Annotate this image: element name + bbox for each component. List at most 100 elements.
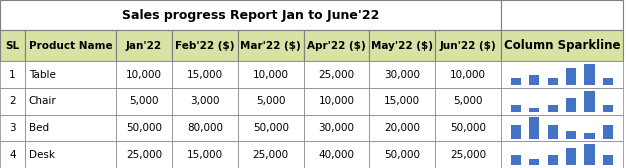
Bar (172, 115, 238, 141)
Bar (435, 141, 501, 168)
Text: 4: 4 (9, 150, 16, 160)
Bar (0, 61, 25, 88)
Text: 15,000: 15,000 (384, 96, 420, 106)
Bar (172, 61, 238, 88)
Text: Chair: Chair (29, 96, 56, 106)
Text: 10,000: 10,000 (253, 70, 289, 80)
Bar (369, 115, 435, 141)
Bar (603, 78, 613, 85)
Bar (0, 88, 25, 115)
Bar (501, 141, 623, 168)
Bar (435, 61, 501, 88)
Bar (304, 141, 369, 168)
Bar (238, 61, 304, 88)
Bar (238, 115, 304, 141)
Bar (585, 144, 595, 165)
Text: 10,000: 10,000 (450, 70, 486, 80)
Text: Feb'22 ($): Feb'22 ($) (175, 41, 235, 51)
Text: 3,000: 3,000 (190, 96, 220, 106)
Bar (0, 30, 25, 61)
Text: 5,000: 5,000 (453, 96, 483, 106)
Bar (501, 61, 623, 88)
Bar (548, 105, 558, 112)
Bar (0, 0, 501, 30)
Bar (25, 141, 116, 168)
Bar (238, 30, 304, 61)
Text: 15,000: 15,000 (187, 150, 223, 160)
Bar (548, 78, 558, 85)
Bar (435, 30, 501, 61)
Text: Sales progress Report Jan to June'22: Sales progress Report Jan to June'22 (121, 9, 379, 22)
Text: Mar'22 ($): Mar'22 ($) (240, 41, 301, 51)
Bar (25, 61, 116, 88)
Bar (25, 30, 116, 61)
Text: 25,000: 25,000 (253, 150, 289, 160)
Text: 50,000: 50,000 (126, 123, 162, 133)
Bar (304, 115, 369, 141)
Bar (304, 88, 369, 115)
Bar (25, 88, 116, 115)
Bar (116, 115, 172, 141)
Bar (116, 88, 172, 115)
Text: Bed: Bed (29, 123, 49, 133)
Bar (501, 115, 623, 141)
Bar (511, 105, 521, 112)
Text: Apr'22 ($): Apr'22 ($) (307, 41, 366, 51)
Bar (529, 75, 539, 85)
Bar (529, 159, 539, 165)
Bar (369, 61, 435, 88)
Bar (511, 155, 521, 165)
Bar (566, 131, 576, 139)
Text: 25,000: 25,000 (319, 70, 354, 80)
Bar (501, 30, 623, 61)
Bar (566, 148, 576, 165)
Text: 20,000: 20,000 (384, 123, 420, 133)
Bar (529, 117, 539, 139)
Bar (501, 88, 623, 115)
Bar (369, 141, 435, 168)
Bar (0, 115, 25, 141)
Bar (603, 125, 613, 139)
Text: Table: Table (29, 70, 56, 80)
Bar (566, 98, 576, 112)
Text: 2: 2 (9, 96, 16, 106)
Text: 3: 3 (9, 123, 16, 133)
Text: 30,000: 30,000 (384, 70, 420, 80)
Text: 5,000: 5,000 (256, 96, 285, 106)
Text: 25,000: 25,000 (450, 150, 486, 160)
Text: 10,000: 10,000 (319, 96, 354, 106)
Text: 50,000: 50,000 (384, 150, 420, 160)
Bar (238, 141, 304, 168)
Bar (548, 125, 558, 139)
Bar (511, 78, 521, 85)
Bar (529, 108, 539, 112)
Bar (369, 88, 435, 115)
Text: Desk: Desk (29, 150, 55, 160)
Text: 25,000: 25,000 (126, 150, 162, 160)
Text: Jun'22 ($): Jun'22 ($) (439, 41, 496, 51)
Bar (304, 30, 369, 61)
Text: 40,000: 40,000 (319, 150, 354, 160)
Bar (172, 88, 238, 115)
Bar (172, 30, 238, 61)
Bar (435, 88, 501, 115)
Text: 1: 1 (9, 70, 16, 80)
Text: 10,000: 10,000 (126, 70, 162, 80)
Text: 5,000: 5,000 (129, 96, 159, 106)
Bar (238, 88, 304, 115)
Bar (501, 0, 623, 30)
Bar (603, 155, 613, 165)
Bar (116, 61, 172, 88)
Bar (0, 141, 25, 168)
Bar (25, 115, 116, 141)
Bar (435, 115, 501, 141)
Text: 80,000: 80,000 (187, 123, 223, 133)
Text: Jan'22: Jan'22 (126, 41, 162, 51)
Text: Column Sparkline: Column Sparkline (503, 39, 620, 52)
Text: 15,000: 15,000 (187, 70, 223, 80)
Text: 30,000: 30,000 (319, 123, 354, 133)
Bar (585, 133, 595, 139)
Text: Product Name: Product Name (29, 41, 112, 51)
Bar (585, 91, 595, 112)
Text: 50,000: 50,000 (450, 123, 486, 133)
